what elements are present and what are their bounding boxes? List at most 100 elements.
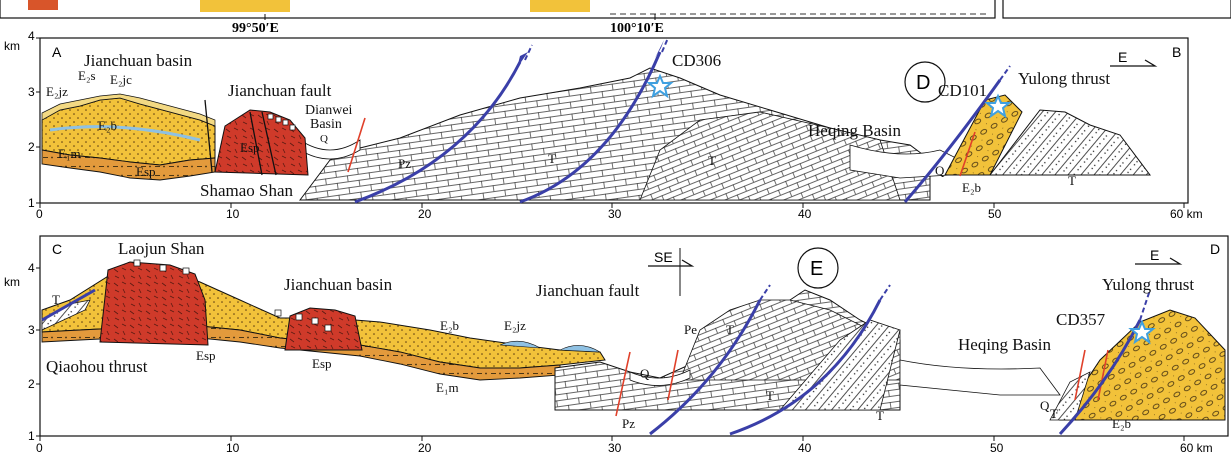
label-t-top-3: T: [1068, 173, 1076, 188]
laojun-shan-granite: [99, 261, 209, 346]
label-t-bottom-2: T: [766, 388, 774, 403]
panel-bottom-corner-right: D: [1210, 241, 1220, 257]
panel-top-corner-right: B: [1172, 44, 1181, 60]
label-jianchuan-basin-bottom: Jianchuan basin: [284, 275, 393, 294]
panel-top-circle-label: D: [916, 72, 930, 94]
label-t-top-2: T: [708, 153, 716, 168]
panel-bottom-circle-label: E: [810, 258, 823, 280]
label-e1m-top: E₁m: [58, 146, 81, 161]
label-t-bottom-1: T: [726, 322, 734, 337]
sample-star-cd306: [646, 73, 674, 99]
label-heqing-basin-top: Heqing Basin: [808, 121, 902, 140]
thrust-faults-bottom: [41, 288, 1142, 436]
label-cd101: CD101: [938, 81, 987, 100]
panel-bottom-x-tick-0: 0: [36, 441, 43, 455]
panel-bottom-x-tick-30: 30: [608, 441, 622, 455]
panel-top-y-unit: km: [4, 39, 20, 53]
panel-top-y-tick-2: 2: [28, 140, 35, 154]
label-pz-bottom: Pz: [622, 416, 635, 431]
label-jianchuan-fault-top: Jianchuan fault: [228, 81, 332, 100]
panel-bottom-y-tick-3: 3: [28, 323, 35, 337]
label-q-bottom-1: Q: [640, 366, 650, 381]
label-jianchuan-fault-bottom: Jianchuan fault: [536, 281, 640, 300]
longitude-label-left: 99°50′E: [232, 21, 279, 36]
label-cd306: CD306: [672, 51, 721, 70]
label-q-bottom-2: Q: [1040, 398, 1050, 413]
label-t-bottom-left: T: [52, 292, 60, 307]
panel-top-y-tick-3: 3: [28, 85, 35, 99]
sandstone-fold: [988, 109, 1151, 176]
label-heqing-basin-bottom: Heqing Basin: [958, 335, 1052, 354]
panel-bottom-x-tick-40: 40: [798, 441, 812, 455]
label-dianwei-1: Dianwei: [305, 103, 353, 118]
label-esp-bottom-2: Esp: [312, 356, 332, 371]
label-cd357: CD357: [1056, 310, 1106, 329]
label-q-heqing: Q: [935, 163, 945, 178]
label-e2b-bottom: E₂b: [440, 318, 459, 333]
label-yulong-thrust-bottom: Yulong thrust: [1102, 275, 1194, 294]
panel-top-x-tick-60: 60 km: [1170, 207, 1203, 221]
panel-bottom-ticks: [36, 267, 1185, 441]
label-shamao-shan: Shamao Shan: [200, 181, 294, 200]
panel-bottom-se-label: SE: [654, 249, 673, 265]
label-qiaohou-thrust: Qiaohou thrust: [46, 357, 148, 376]
panel-top-y-tick-1: 1: [28, 196, 35, 210]
panel-bottom-direction-label: E: [1150, 247, 1159, 263]
panel-bottom-x-tick-50: 50: [990, 441, 1004, 455]
label-pe: Pe: [684, 322, 697, 337]
circle-marker-e: [797, 247, 839, 289]
panel-top-x-tick-50: 50: [988, 207, 1002, 221]
label-t-bottom-right: T: [1050, 406, 1058, 421]
panel-bottom-x-tick-60: 60 km: [1180, 441, 1213, 455]
dianwei-basin-fill: [299, 139, 361, 160]
label-pz-top: Pz: [398, 156, 411, 171]
panel-bottom-x-tick-20: 20: [418, 441, 432, 455]
label-jianchuan-basin-top: Jianchuan basin: [84, 51, 193, 70]
cobble-markers: [267, 113, 296, 131]
label-e2b-top: E₂b: [98, 118, 117, 133]
panel-top-x-tick-0: 0: [36, 207, 43, 221]
panel-top-x-tick-10: 10: [226, 207, 240, 221]
direction-arrow-top: [1110, 59, 1158, 67]
panel-bottom-y-tick-4: 4: [28, 261, 35, 275]
panel-bottom-y-tick-1: 1: [28, 429, 35, 443]
label-yulong-thrust-top: Yulong thrust: [1018, 69, 1110, 88]
longitude-label-right: 100°10′E: [610, 21, 664, 36]
label-e2jz-bottom: E₂jz: [504, 318, 526, 333]
normal-faults-bottom: [615, 349, 1109, 417]
panel-top-ticks: [36, 37, 1185, 208]
circle-marker-d: [904, 61, 946, 103]
label-esp-granite: Esp: [240, 140, 260, 155]
thrust-faults-top: [354, 51, 1002, 204]
label-esp-bottom-1: Esp: [196, 348, 216, 363]
panel-top-y-tick-4: 4: [28, 29, 35, 43]
normal-faults-top: [347, 117, 976, 177]
label-q-dianwei: Q: [320, 133, 328, 145]
carbonate-folded-top: [639, 111, 901, 201]
label-dianwei-2: Basin: [310, 117, 342, 132]
label-e2jc: E₂jc: [110, 72, 132, 87]
label-e2s: E₂s: [78, 68, 96, 83]
panel-top-x-tick-20: 20: [418, 207, 432, 221]
panel-top-x-tick-30: 30: [608, 207, 622, 221]
label-laojun-shan: Laojun Shan: [118, 239, 205, 258]
panel-bottom-y-unit: km: [4, 275, 20, 289]
top-strip: [0, 0, 1231, 20]
fault-lines-granite: [204, 99, 277, 176]
thrust-arrowheads-top: [517, 40, 664, 68]
panel-top: [39, 37, 1189, 204]
label-e2jz: E₂jz: [46, 84, 68, 99]
panel-top-direction-label: E: [1118, 49, 1127, 65]
panel-bottom: [39, 235, 1229, 437]
label-e1m-bottom: E₁m: [436, 380, 459, 395]
label-t-bottom-3: T: [876, 408, 884, 423]
sample-star-cd357: [1128, 319, 1156, 345]
shamao-shan-granite: [214, 109, 309, 176]
panel-bottom-y-tick-2: 2: [28, 377, 35, 391]
direction-arrow-bottom: [1135, 257, 1183, 265]
label-esp-left: Esp: [136, 164, 156, 179]
panel-bottom-corner-left: C: [52, 241, 62, 257]
label-e2b-right-bottom: E₂b: [1112, 416, 1131, 431]
label-e2b-right-top: E₂b: [962, 180, 981, 195]
